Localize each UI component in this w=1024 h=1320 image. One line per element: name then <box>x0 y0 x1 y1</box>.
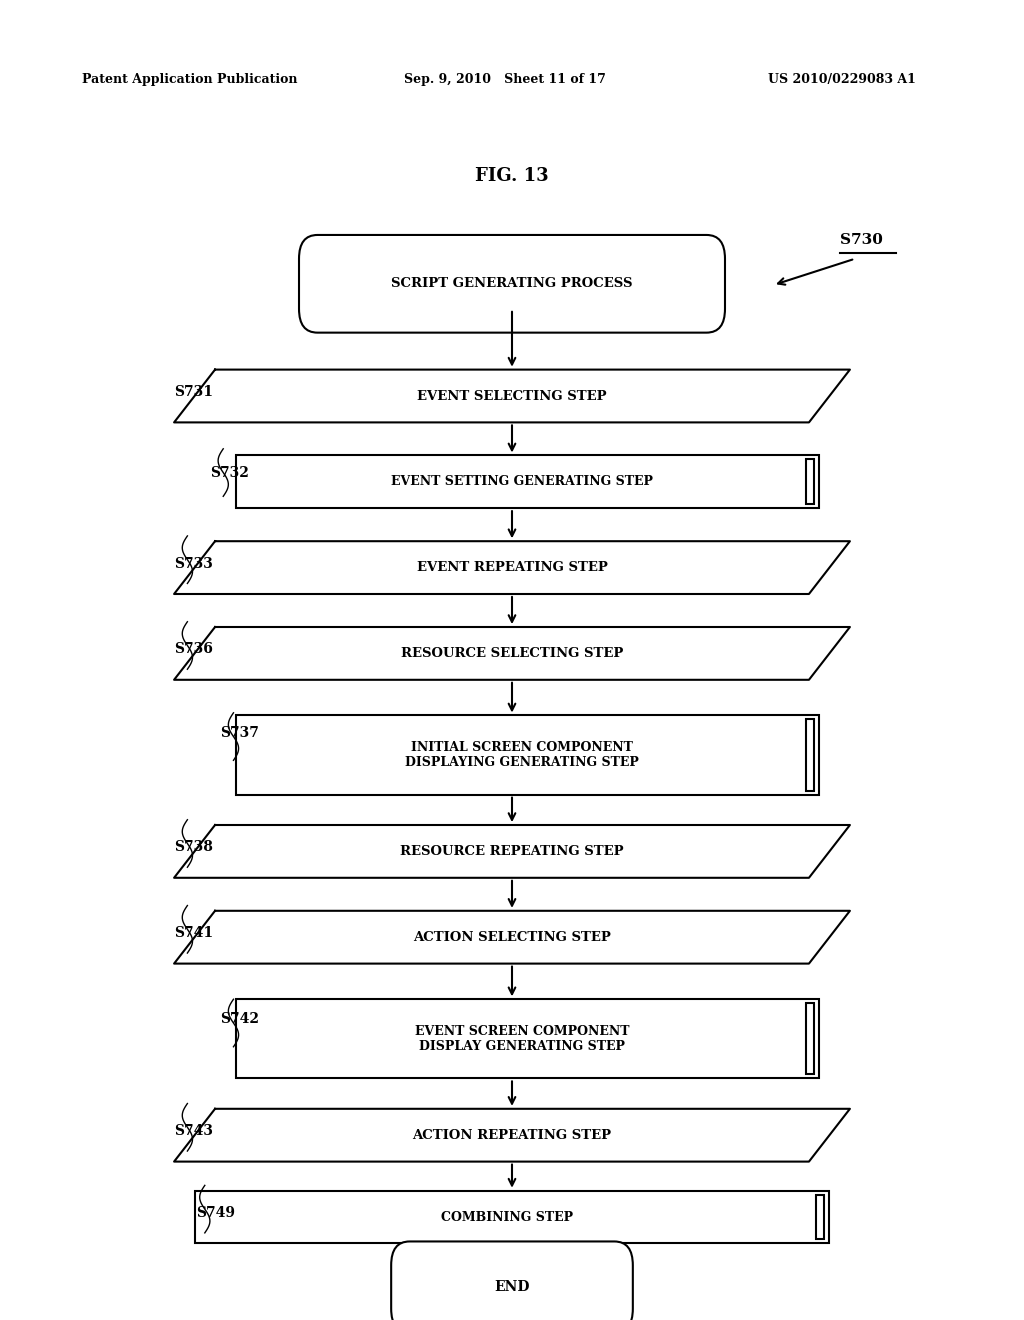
Bar <box>806 459 814 504</box>
Text: ACTION SELECTING STEP: ACTION SELECTING STEP <box>413 931 611 944</box>
Polygon shape <box>174 627 850 680</box>
Text: S736: S736 <box>174 643 213 656</box>
FancyBboxPatch shape <box>299 235 725 333</box>
Polygon shape <box>174 911 850 964</box>
Polygon shape <box>174 825 850 878</box>
Text: RESOURCE SELECTING STEP: RESOURCE SELECTING STEP <box>400 647 624 660</box>
Text: S730: S730 <box>840 234 883 247</box>
Text: S738: S738 <box>174 841 213 854</box>
Text: S731: S731 <box>174 385 213 399</box>
Bar <box>806 719 814 791</box>
Text: S749: S749 <box>197 1206 236 1220</box>
Text: S741: S741 <box>174 927 213 940</box>
Polygon shape <box>174 541 850 594</box>
Bar <box>236 455 819 508</box>
Text: EVENT SELECTING STEP: EVENT SELECTING STEP <box>417 389 607 403</box>
Text: S743: S743 <box>174 1125 213 1138</box>
Bar <box>816 1195 824 1239</box>
Text: ACTION REPEATING STEP: ACTION REPEATING STEP <box>413 1129 611 1142</box>
Text: SCRIPT GENERATING PROCESS: SCRIPT GENERATING PROCESS <box>391 277 633 290</box>
Polygon shape <box>174 370 850 422</box>
Text: RESOURCE REPEATING STEP: RESOURCE REPEATING STEP <box>400 845 624 858</box>
Polygon shape <box>174 1109 850 1162</box>
Text: Patent Application Publication: Patent Application Publication <box>82 73 297 86</box>
Bar <box>195 1191 829 1243</box>
Text: EVENT SCREEN COMPONENT
DISPLAY GENERATING STEP: EVENT SCREEN COMPONENT DISPLAY GENERATIN… <box>415 1024 630 1053</box>
FancyBboxPatch shape <box>391 1241 633 1320</box>
Text: COMBINING STEP: COMBINING STEP <box>440 1210 573 1224</box>
Text: S732: S732 <box>210 466 249 479</box>
Bar <box>236 999 819 1078</box>
Text: END: END <box>495 1280 529 1294</box>
Text: INITIAL SCREEN COMPONENT
DISPLAYING GENERATING STEP: INITIAL SCREEN COMPONENT DISPLAYING GENE… <box>406 741 639 770</box>
Bar <box>236 715 819 795</box>
Text: Sep. 9, 2010   Sheet 11 of 17: Sep. 9, 2010 Sheet 11 of 17 <box>404 73 606 86</box>
Text: US 2010/0229083 A1: US 2010/0229083 A1 <box>768 73 915 86</box>
Text: EVENT REPEATING STEP: EVENT REPEATING STEP <box>417 561 607 574</box>
Bar <box>806 1003 814 1074</box>
Text: S737: S737 <box>220 726 259 739</box>
Text: FIG. 13: FIG. 13 <box>475 166 549 185</box>
Text: S733: S733 <box>174 557 213 570</box>
Text: S742: S742 <box>220 1012 259 1026</box>
Text: EVENT SETTING GENERATING STEP: EVENT SETTING GENERATING STEP <box>391 475 653 488</box>
